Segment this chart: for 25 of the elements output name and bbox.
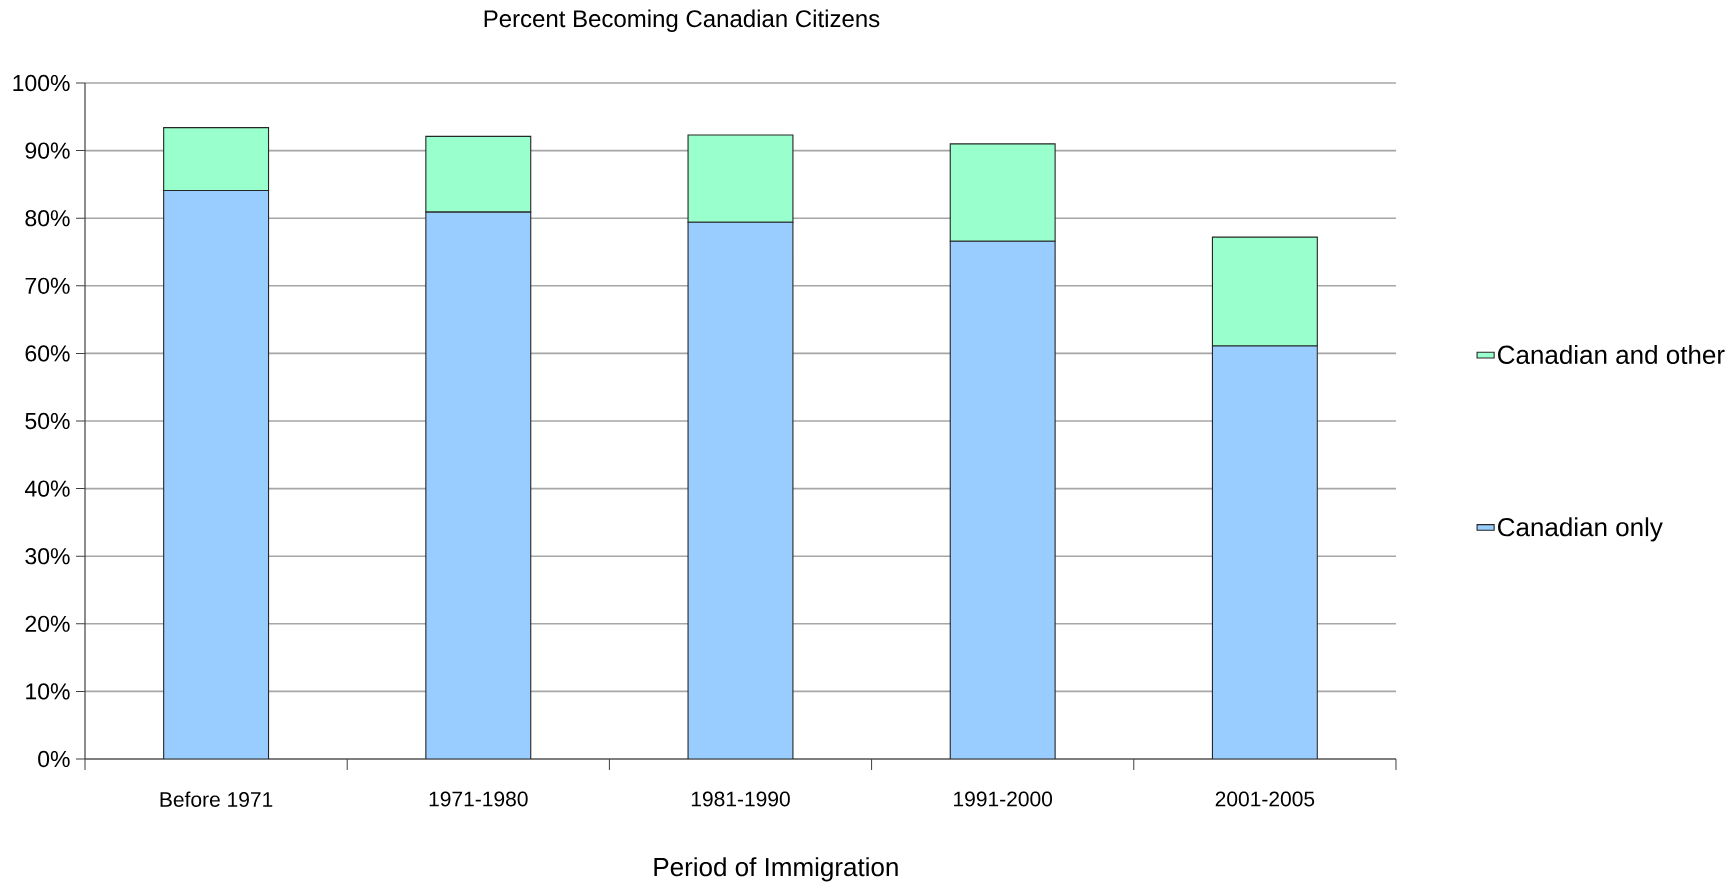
y-tick-label: 90% bbox=[25, 142, 70, 159]
chart-title: Percent Becoming Canadian Citizens bbox=[484, 9, 880, 32]
x-tick-label: 1971-1980 bbox=[429, 791, 528, 807]
x-tick-label: Before 1971 bbox=[160, 791, 273, 807]
y-tick-label: 50% bbox=[25, 412, 70, 430]
y-tick-label: 20% bbox=[25, 615, 70, 632]
y-tick-label: 70% bbox=[25, 277, 70, 294]
x-tick-label: 2001-2005 bbox=[1215, 791, 1315, 807]
y-tick-label: 40% bbox=[24, 480, 70, 497]
legend-label: Canadian only bbox=[1498, 517, 1663, 542]
x-tick-label: 1991-2000 bbox=[954, 791, 1053, 807]
bar bbox=[949, 240, 1056, 759]
bar bbox=[687, 221, 794, 759]
x-tick-label: 1981-1990 bbox=[691, 791, 790, 807]
x-axis-title: Period of Immigration bbox=[654, 857, 898, 882]
legend-label: Canadian and other bbox=[1498, 344, 1725, 365]
y-tick-label: 10% bbox=[26, 683, 70, 700]
y-tick-label: 60% bbox=[25, 345, 70, 362]
y-tick-label: 100% bbox=[13, 74, 70, 92]
y-tick-label: 0% bbox=[38, 750, 70, 768]
y-tick-label: 80% bbox=[25, 210, 70, 227]
y-tick-label: 30% bbox=[25, 548, 70, 565]
bar bbox=[1211, 345, 1318, 759]
bar bbox=[425, 211, 532, 759]
bar bbox=[163, 189, 270, 759]
